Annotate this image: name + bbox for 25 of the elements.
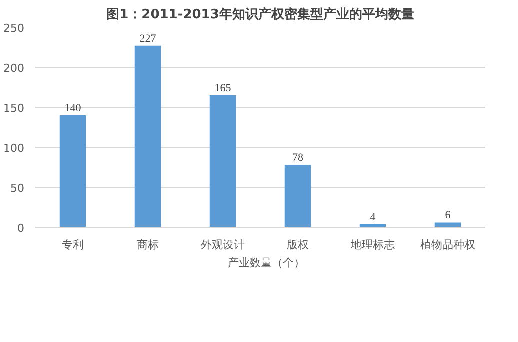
data-label: 78 [292, 152, 304, 164]
y-tick-label: 200 [4, 62, 25, 75]
text: 产业数量（个） [228, 256, 305, 270]
y-tick-label: 100 [4, 142, 25, 155]
x-tick-label: 地理标志 [350, 238, 395, 252]
x-tick-label: 植物品种权 [420, 238, 476, 252]
x-tick-label: 版权 [287, 238, 309, 252]
x-tick-label: 外观设计 [201, 238, 245, 252]
data-label: 4 [370, 211, 376, 224]
chart-title: 图1：2011-2013年知识产权密集型产业的平均数量 [106, 6, 414, 22]
x-tick-label: 商标 [137, 238, 159, 252]
data-label: 6 [445, 210, 452, 222]
data-label: 227 [140, 32, 157, 45]
bar [210, 96, 236, 228]
y-tick-label: 150 [4, 102, 25, 115]
y-tick-label: 50 [10, 182, 25, 195]
bar [134, 46, 162, 228]
y-tick-label: 250 [4, 22, 25, 35]
y-tick-label: 0 [18, 222, 24, 235]
x-tick-label: 专利 [62, 238, 84, 252]
bar [60, 116, 86, 228]
data-label: 140 [64, 102, 82, 114]
bar [434, 222, 462, 228]
data-label: 165 [214, 82, 232, 94]
bar [284, 165, 312, 228]
